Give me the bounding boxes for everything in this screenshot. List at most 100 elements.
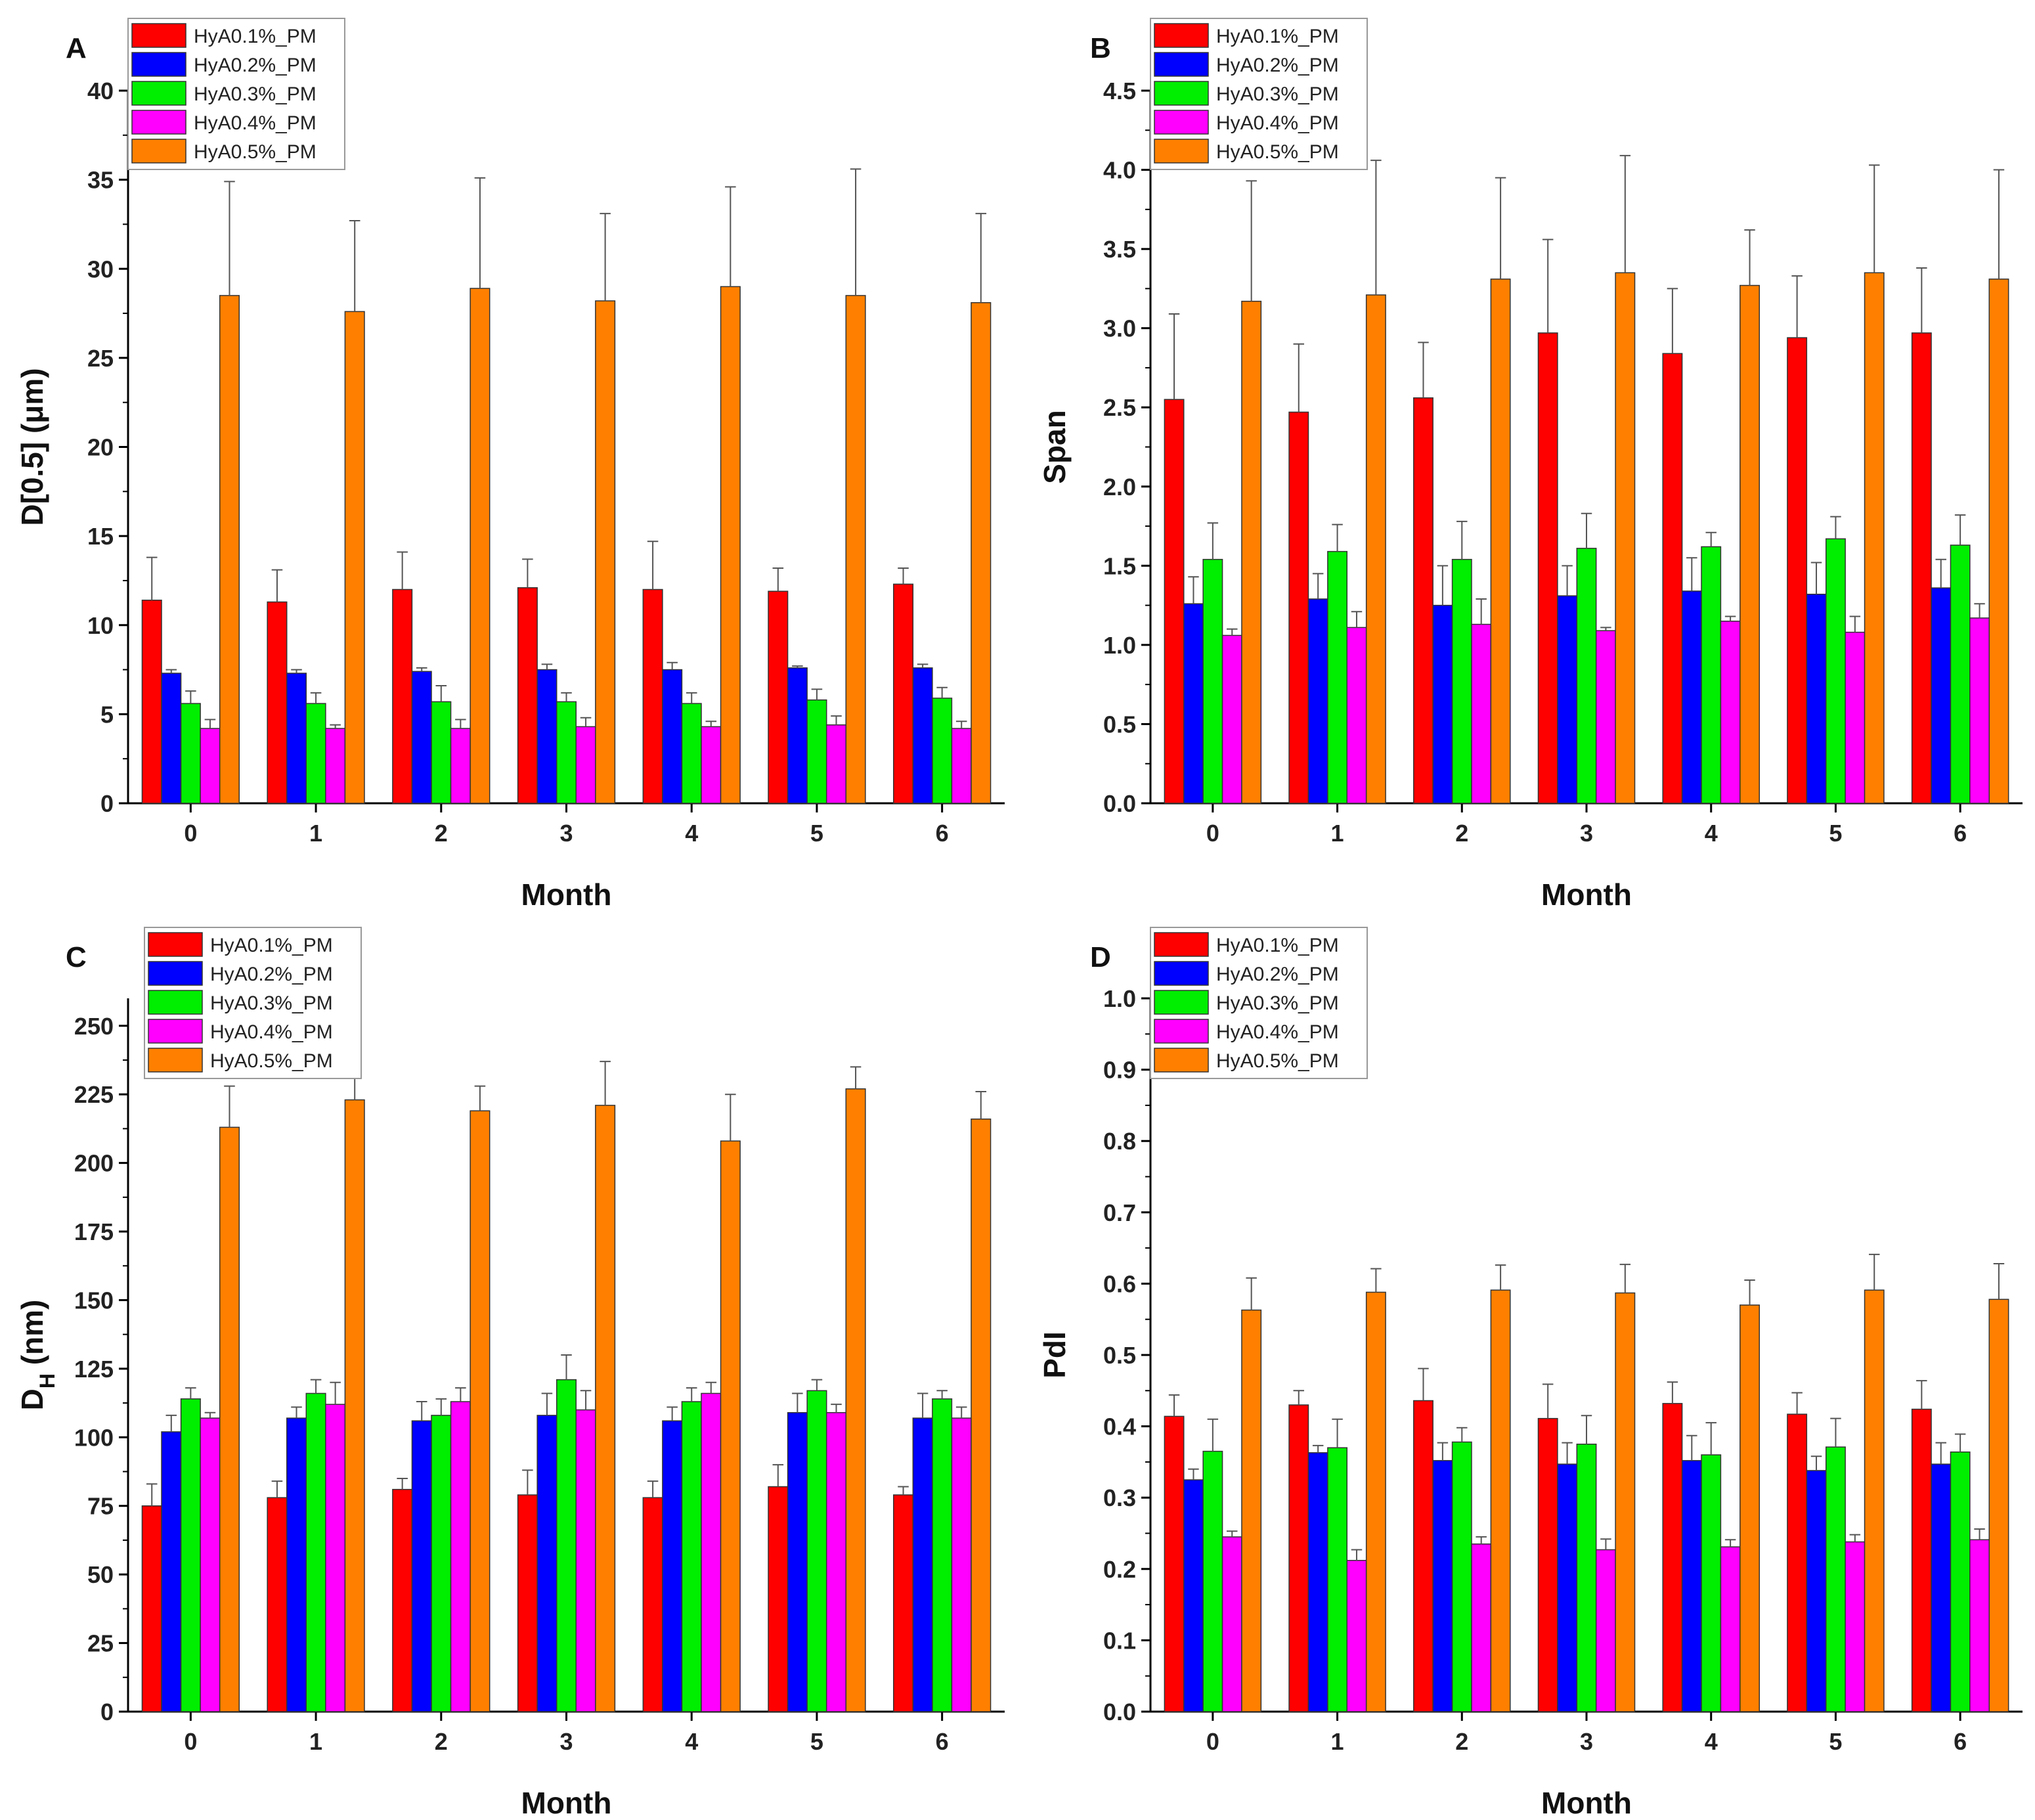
bar xyxy=(662,1420,683,1712)
legend-swatch xyxy=(1154,81,1209,106)
chart-panel-a: 0 5 10 15 20 25 30 35 40 0 1 2 3 4 5 6 Month D[0.5] (μm) A… xyxy=(15,18,1005,912)
bar xyxy=(1911,1408,1932,1712)
bar xyxy=(180,1398,201,1712)
legend-label: HyA0.3%_PM xyxy=(1216,992,1339,1014)
bar xyxy=(267,1497,288,1712)
bar xyxy=(1662,1403,1683,1712)
x-axis-title: Month xyxy=(521,1786,612,1820)
bar xyxy=(1845,631,1866,804)
bar xyxy=(971,1119,992,1712)
y-tick-label: 3.0 xyxy=(1103,315,1136,342)
legend-label: HyA0.2%_PM xyxy=(194,55,317,76)
bar xyxy=(1537,1417,1558,1712)
bar xyxy=(411,1420,432,1712)
bar xyxy=(1365,1291,1386,1712)
x-tick-label: 1 xyxy=(309,820,322,847)
bar xyxy=(1988,1298,2009,1712)
bar xyxy=(450,1401,471,1712)
legend-label: HyA0.1%_PM xyxy=(194,26,317,47)
y-tick-label: 150 xyxy=(74,1287,114,1314)
bar xyxy=(1471,1543,1492,1712)
panel-label: A xyxy=(66,32,87,64)
bar xyxy=(1183,603,1204,804)
y-tick-label: 25 xyxy=(87,345,114,372)
bar xyxy=(1183,1479,1204,1712)
legend-label: HyA0.4%_PM xyxy=(194,112,317,134)
bar xyxy=(161,673,182,804)
y-tick-label: 100 xyxy=(74,1424,114,1451)
x-tick-label: 4 xyxy=(1705,1728,1718,1755)
bar xyxy=(768,1486,789,1712)
x-axis-title: Month xyxy=(1541,877,1632,912)
bar xyxy=(681,703,702,804)
bar xyxy=(1681,1459,1702,1712)
x-tick-label: 5 xyxy=(810,820,823,847)
y-tick-label: 125 xyxy=(74,1356,114,1383)
bar xyxy=(200,728,221,804)
bar xyxy=(1911,332,1932,804)
panel-label: C xyxy=(66,941,87,973)
legend-label: HyA0.2%_PM xyxy=(1216,964,1339,985)
y-tick-label: 3.5 xyxy=(1103,236,1136,263)
bar xyxy=(1825,538,1846,804)
x-tick-label: 2 xyxy=(435,1728,448,1755)
bar xyxy=(951,1417,972,1712)
bar xyxy=(536,669,558,804)
bar xyxy=(431,701,452,804)
x-tick-label: 3 xyxy=(559,1728,573,1755)
y-tick-label: 15 xyxy=(87,523,114,550)
bar xyxy=(932,1398,953,1712)
bar xyxy=(701,726,722,804)
bar xyxy=(1931,1463,1952,1712)
panel-label: D xyxy=(1090,941,1111,973)
bar xyxy=(1413,397,1433,804)
y-tick-label: 35 xyxy=(87,167,114,194)
bar xyxy=(1720,620,1741,804)
bar xyxy=(912,1417,933,1712)
bar xyxy=(286,673,307,804)
bar xyxy=(787,667,808,804)
bar xyxy=(1307,1452,1328,1712)
bar xyxy=(286,1417,307,1712)
x-tick-label: 6 xyxy=(936,820,949,847)
bar xyxy=(1806,593,1827,804)
y-axis-title: Span xyxy=(1038,410,1072,483)
y-tick-label: 2.0 xyxy=(1103,474,1136,500)
x-tick-label: 4 xyxy=(685,820,698,847)
legend-label: HyA0.5%_PM xyxy=(210,1050,333,1072)
bar xyxy=(305,1392,326,1712)
y-tick-label: 225 xyxy=(74,1081,114,1108)
bar xyxy=(1451,558,1472,804)
bar xyxy=(1740,1304,1760,1712)
bar xyxy=(1164,1415,1185,1712)
legend-swatch xyxy=(131,81,186,106)
bar xyxy=(825,1411,847,1712)
x-tick-label: 4 xyxy=(1705,820,1718,847)
bar xyxy=(1221,634,1242,804)
y-tick-label: 4.0 xyxy=(1103,157,1136,184)
legend-label: HyA0.3%_PM xyxy=(210,992,333,1014)
y-tick-label: 0.7 xyxy=(1103,1199,1136,1226)
y-tick-label: 0.2 xyxy=(1103,1556,1136,1583)
bar xyxy=(1931,587,1952,804)
bar xyxy=(642,1497,663,1712)
bar xyxy=(1164,399,1185,804)
y-axis-title: PdI xyxy=(1038,1331,1072,1379)
bar xyxy=(200,1417,221,1712)
bar xyxy=(1202,558,1223,804)
bar xyxy=(267,601,288,804)
bar xyxy=(556,1379,577,1712)
bar xyxy=(1701,1454,1722,1712)
legend-swatch xyxy=(1154,110,1209,135)
x-tick-label: 5 xyxy=(1829,820,1842,847)
chart-panel-b: 0.0 0.5 1.0 1.5 2.0 2.5 3.0 3.5 4.0 4.5 0 1 2 3 4 5 6 Mon… xyxy=(1038,18,2023,912)
legend-label: HyA0.5%_PM xyxy=(194,141,317,163)
bar xyxy=(1845,1541,1866,1712)
bar xyxy=(1413,1400,1433,1712)
x-tick-label: 3 xyxy=(1580,1728,1593,1755)
bar xyxy=(971,302,992,804)
bar xyxy=(1288,1404,1309,1712)
bar xyxy=(1787,1413,1808,1712)
legend-label: HyA0.1%_PM xyxy=(210,935,333,956)
legend-swatch xyxy=(1154,23,1209,48)
